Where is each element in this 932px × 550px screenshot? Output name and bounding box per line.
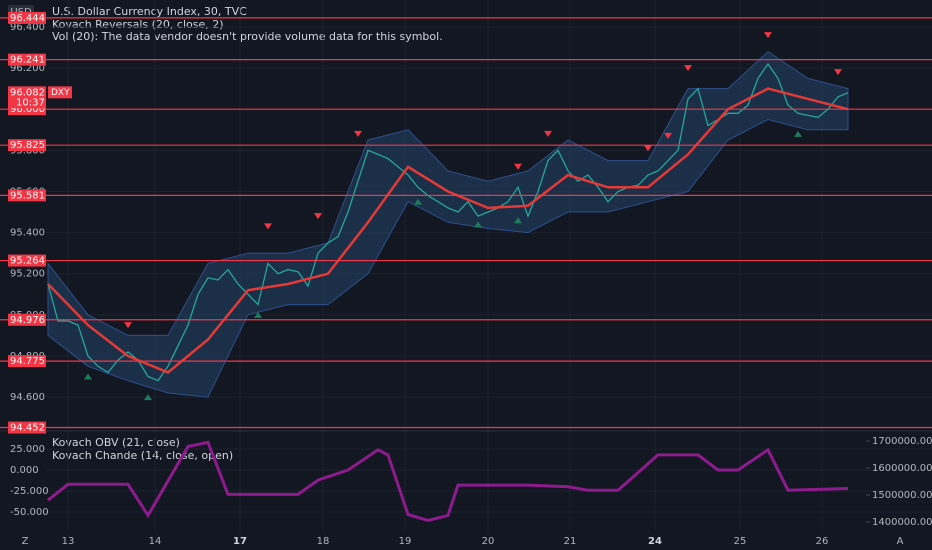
sell-marker [764, 32, 772, 39]
sell-marker [314, 213, 322, 220]
buy-marker [84, 373, 92, 380]
y-tick-label: 96.400 [10, 22, 45, 33]
buy-marker [794, 130, 802, 137]
axis-button[interactable]: A [897, 536, 904, 547]
level-label: 95.581 [10, 190, 45, 201]
y-tick-label: 25.000 [10, 444, 45, 455]
x-tick-label: 25 [734, 536, 747, 547]
sell-marker [124, 322, 132, 329]
y-tick-label: 94.600 [10, 392, 45, 403]
axis-button[interactable]: Z [22, 536, 29, 547]
last-price: 96.082 [10, 87, 45, 98]
x-tick-label: 21 [564, 536, 577, 547]
indicator-label: Kovach Chande (14, close, open) [52, 449, 233, 462]
level-label: 96.241 [10, 55, 45, 66]
symbol-badge [48, 86, 72, 99]
sell-marker [684, 65, 692, 72]
level-badge [8, 355, 46, 368]
buy-marker [514, 217, 522, 224]
x-tick-label: 18 [317, 536, 330, 547]
level-label: 96.444 [10, 13, 45, 24]
title: U.S. Dollar Currency Index, 30, TVC [52, 5, 247, 18]
y2-tick-label: 1400000.000 [872, 517, 932, 528]
buy-marker [414, 198, 422, 205]
indicator-label: Vol (20): The data vendor doesn't provid… [52, 30, 443, 43]
x-tick-label: 24 [648, 536, 662, 547]
y2-tick-label: 1500000.000 [872, 490, 932, 501]
x-tick-label: 26 [816, 536, 829, 547]
y-tick-label: 95.200 [10, 269, 45, 280]
countdown: 10:37 [16, 97, 45, 108]
level-badge [8, 11, 46, 24]
level-label: 94.775 [10, 356, 45, 367]
sell-marker [544, 130, 552, 137]
level-badge [8, 139, 46, 152]
x-tick-label: 14 [149, 536, 162, 547]
sell-marker [664, 132, 672, 139]
level-badge [8, 313, 46, 326]
x-tick-label: 19 [399, 536, 412, 547]
indicator-label: Kovach OBV (21, close) [52, 436, 180, 449]
level-badge [8, 254, 46, 267]
x-tick-label: 20 [482, 536, 495, 547]
sell-marker [644, 145, 652, 152]
buy-marker [474, 221, 482, 228]
y-tick-label: 0.000 [10, 465, 39, 476]
y-tick-label: -25.000 [10, 486, 49, 497]
level-label: 94.452 [10, 423, 45, 434]
sell-marker [354, 130, 362, 137]
last-price-badge [8, 86, 46, 109]
sell-marker [514, 163, 522, 170]
sell-marker [264, 223, 272, 230]
level-badge [8, 421, 46, 434]
indicator-label: Kovach Reversals (20, close, 2) [52, 18, 224, 31]
level-badge [8, 53, 46, 66]
symbol: DXY [51, 88, 70, 98]
y-tick-label: 95.400 [10, 228, 45, 239]
level-label: 95.264 [10, 256, 45, 267]
y2-tick-label: 1700000.000 [872, 436, 932, 447]
buy-marker [144, 394, 152, 401]
x-tick-label: 17 [233, 536, 247, 547]
buy-marker [254, 311, 262, 318]
level-label: 95.825 [10, 140, 45, 151]
series-line [47, 440, 849, 522]
y2-tick-label: 1600000.000 [872, 463, 932, 474]
y-tick-label: 96.200 [10, 63, 45, 74]
x-tick-label: 13 [62, 536, 75, 547]
y-tick-label: -50.000 [10, 507, 49, 518]
level-badge [8, 189, 46, 202]
sell-marker [834, 69, 842, 76]
level-label: 96.000 [10, 104, 45, 115]
series-line [47, 62, 849, 382]
level-label: 94.976 [10, 315, 45, 326]
